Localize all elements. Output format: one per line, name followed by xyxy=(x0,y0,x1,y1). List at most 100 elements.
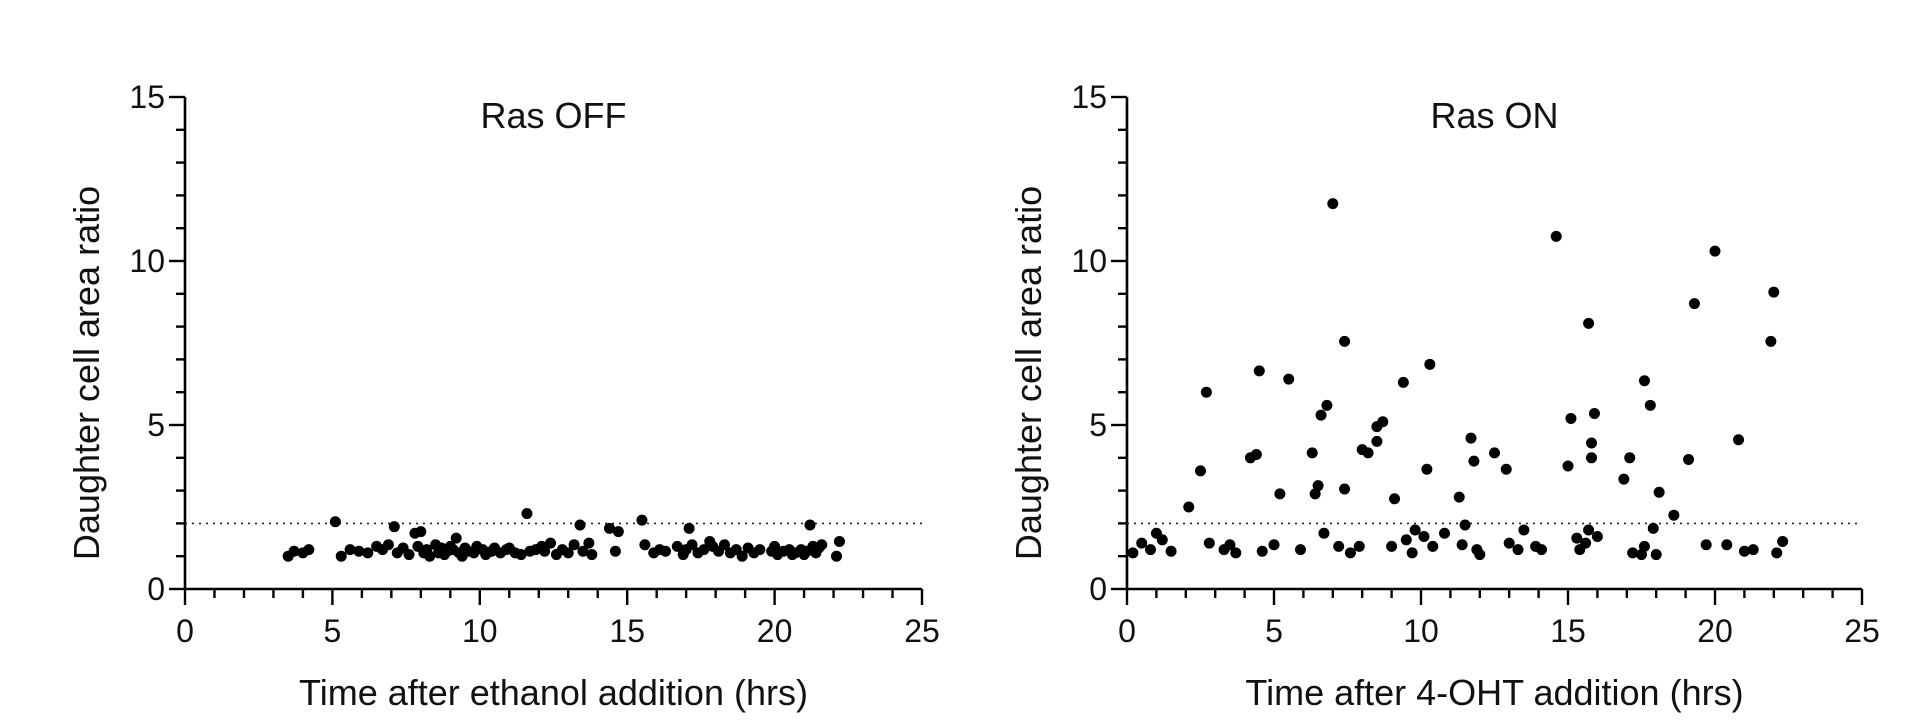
ras-on-data-point xyxy=(1253,365,1265,377)
ras-off-x-tick-label: 25 xyxy=(904,613,940,649)
ras-off-data-point xyxy=(636,514,648,526)
ras-off-y-tick-label: 15 xyxy=(129,79,165,115)
ras-off-data-point xyxy=(562,547,574,559)
ras-on-data-point xyxy=(1386,540,1398,552)
ras-off-data-point xyxy=(577,545,589,557)
ras-on-data-point xyxy=(1136,537,1148,549)
ras-on-data-point xyxy=(1588,408,1600,420)
ras-off-data-point xyxy=(515,549,527,561)
ras-on-data-point xyxy=(1644,399,1656,411)
ras-off-data-point xyxy=(736,550,748,562)
ras-on-data-point xyxy=(1409,524,1421,536)
ras-on-y-tick-label: 5 xyxy=(1089,407,1107,443)
ras-on-data-point xyxy=(1618,473,1630,485)
ras-on-data-point xyxy=(1738,545,1750,557)
ras-off-x-tick-label: 15 xyxy=(609,613,645,649)
ras-on-data-point xyxy=(1283,373,1295,385)
ras-on-data-point xyxy=(1200,386,1212,398)
ras-off-data-point xyxy=(403,549,415,561)
ras-on-data-point xyxy=(1145,544,1157,556)
ras-on-data-point xyxy=(1536,544,1548,556)
ras-on-data-point xyxy=(1230,547,1242,559)
ras-on-data-point xyxy=(1127,547,1139,559)
ras-on-data-point xyxy=(1571,532,1583,544)
ras-on-data-point xyxy=(1647,522,1659,534)
ras-off-data-point xyxy=(568,539,580,551)
ras-on-x-tick-label: 15 xyxy=(1550,613,1586,649)
ras-on-data-point xyxy=(1377,416,1389,428)
ras-on-data-point xyxy=(1456,539,1468,551)
ras-on-x-tick-label: 25 xyxy=(1844,613,1880,649)
ras-on-x-tick-label: 5 xyxy=(1265,613,1283,649)
ras-off-data-point xyxy=(388,521,400,533)
ras-on-data-point xyxy=(1203,537,1215,549)
ras-on-data-point xyxy=(1468,455,1480,467)
ras-off-x-tick-label: 10 xyxy=(462,613,498,649)
ras-on-data-point xyxy=(1224,539,1236,551)
ras-on-y-tick-label: 15 xyxy=(1071,79,1107,115)
ras-off-y-tick-label: 5 xyxy=(147,407,165,443)
ras-off-x-tick-label: 0 xyxy=(176,613,194,649)
ras-on-data-point xyxy=(1565,412,1577,424)
ras-on-data-point xyxy=(1339,483,1351,495)
ras-on-data-point xyxy=(1344,547,1356,559)
ras-on-data-point xyxy=(1465,432,1477,444)
ras-on-data-point xyxy=(1439,527,1451,539)
ras-off-data-point xyxy=(303,544,315,556)
ras-on-y-tick-label: 10 xyxy=(1071,243,1107,279)
ras-off-data-point xyxy=(521,508,533,520)
ras-on-data-point xyxy=(1459,519,1471,531)
ras-on-x-axis-label: Time after 4-OHT addition (hrs) xyxy=(1245,672,1743,713)
ras-off-data-point xyxy=(683,522,695,534)
ras-on-data-point xyxy=(1489,447,1500,459)
ras-on-data-point xyxy=(1268,539,1280,551)
ras-on-data-point xyxy=(1586,452,1598,464)
ras-on-data-point xyxy=(1650,549,1662,561)
ras-on-x-tick-label: 10 xyxy=(1403,613,1439,649)
ras-off-data-point xyxy=(539,545,551,557)
ras-on-data-point xyxy=(1518,524,1530,536)
ras-off-data-point xyxy=(362,547,374,559)
ras-off-data-point xyxy=(424,550,436,562)
ras-off-data-point xyxy=(586,549,598,561)
ras-off-data-point xyxy=(831,550,843,562)
ras-off-title: Ras OFF xyxy=(480,95,626,136)
ras-off-data-point xyxy=(382,539,394,551)
ras-on-data-point xyxy=(1768,286,1780,298)
ras-off-y-tick-label: 10 xyxy=(129,243,165,279)
ras-off-x-tick-label: 5 xyxy=(324,613,342,649)
ras-on-data-point xyxy=(1427,540,1439,552)
ras-off-data-point xyxy=(816,539,828,551)
ras-on-data-point xyxy=(1306,447,1318,459)
ras-on-data-point xyxy=(1312,480,1324,492)
ras-on-data-point xyxy=(1624,452,1636,464)
ras-on-data-point xyxy=(1333,540,1345,552)
ras-off-data-point xyxy=(288,545,300,557)
ras-on-data-point xyxy=(1195,465,1206,477)
ras-off-data-point xyxy=(686,539,698,551)
ras-off-data-point xyxy=(329,516,341,528)
ras-off-data-point xyxy=(612,526,624,538)
ras-off-data-point xyxy=(609,545,621,557)
ras-on-data-point xyxy=(1765,335,1777,347)
ras-on-data-point xyxy=(1500,463,1512,475)
ras-on-data-point xyxy=(1389,493,1401,505)
ras-on-data-point xyxy=(1156,534,1168,546)
ras-on-data-point xyxy=(1321,399,1333,411)
ras-off-data-point xyxy=(639,539,651,551)
ras-on-data-point xyxy=(1250,449,1262,461)
ras-off-data-point xyxy=(604,522,616,534)
ras-on-data-point xyxy=(1709,245,1721,257)
ras-on-data-point xyxy=(1586,437,1598,449)
ras-on-data-point xyxy=(1733,434,1745,446)
ras-on-data-point xyxy=(1771,547,1783,559)
ras-on-data-point xyxy=(1653,486,1665,498)
ras-on-title: Ras ON xyxy=(1430,95,1558,136)
ras-off-data-point xyxy=(698,544,710,556)
ras-off-data-point xyxy=(660,545,672,557)
ras-on-data-point xyxy=(1418,531,1430,543)
ras-on-data-point xyxy=(1165,545,1177,557)
ras-on-data-point xyxy=(1627,547,1639,559)
ras-on-y-tick-label: 0 xyxy=(1089,571,1107,607)
